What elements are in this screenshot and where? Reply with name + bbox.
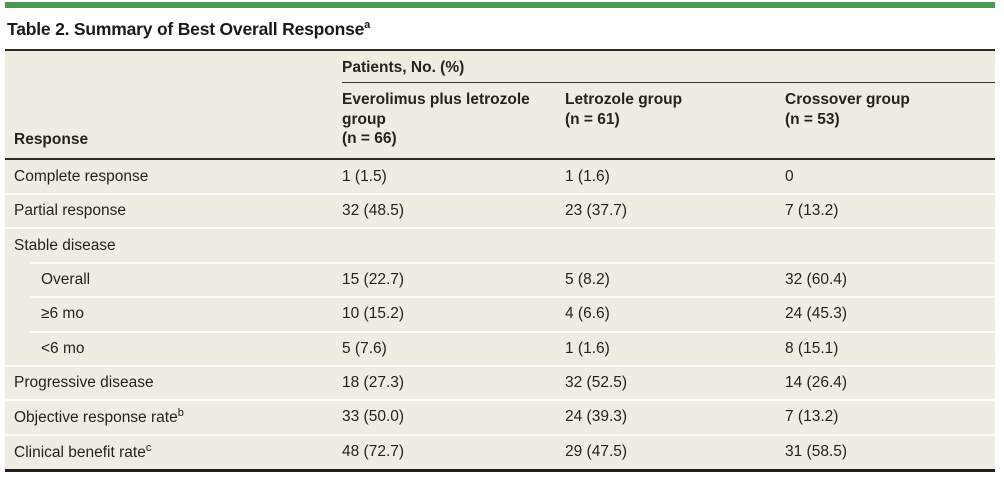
- row-label: Partial response: [5, 202, 342, 220]
- footnote-marker: c: [145, 441, 152, 454]
- row-value: 48 (72.7): [342, 442, 405, 460]
- column-header-label: Letrozole group: [565, 91, 683, 108]
- row-value: 1 (1.6): [565, 339, 610, 357]
- footnote-marker: b: [177, 407, 184, 420]
- spanner-header: Patients, No. (%): [342, 51, 995, 83]
- row-header-response: Response: [14, 130, 89, 148]
- row-value: 7 (13.2): [785, 408, 839, 426]
- column-header-crossover: Crossover group (n = 53): [785, 90, 995, 149]
- table-title: Table 2. Summary of Best Overall Respons…: [7, 19, 995, 40]
- row-label: Clinical benefit ratec: [5, 442, 342, 462]
- row-label-text: Complete response: [14, 167, 149, 185]
- row-label-text: Objective response rate: [14, 409, 178, 427]
- row-value: 32 (52.5): [565, 374, 628, 392]
- row-value: 31 (58.5): [785, 442, 848, 460]
- row-label: ≥6 mo: [5, 305, 342, 323]
- column-header-label: Everolimus plus letrozole group: [342, 91, 530, 128]
- row-value: 18 (27.3): [342, 374, 405, 392]
- column-header-n: (n = 61): [565, 110, 620, 128]
- row-label-text: Stable disease: [14, 236, 116, 254]
- row-value: 4 (6.6): [565, 305, 610, 323]
- column-header-label: Crossover group: [785, 91, 910, 108]
- row-value: 32 (48.5): [342, 202, 405, 220]
- row-label-text: ≥6 mo: [41, 305, 84, 323]
- table-row-objective-response-rate: Objective response rateb 33 (50.0) 24 (3…: [5, 399, 995, 434]
- row-value: 0: [785, 167, 794, 185]
- row-value: 33 (50.0): [342, 408, 405, 426]
- row-value: 23 (37.7): [565, 202, 628, 220]
- row-label: Objective response rateb: [5, 407, 342, 427]
- row-label: Progressive disease: [5, 374, 342, 392]
- table-row-partial-response: Partial response 32 (48.5) 23 (37.7) 7 (…: [5, 192, 995, 228]
- table-row-clinical-benefit-rate: Clinical benefit ratec 48 (72.7) 29 (47.…: [5, 433, 995, 469]
- column-header-n: (n = 66): [342, 130, 397, 148]
- row-value: 5 (7.6): [342, 339, 387, 357]
- table-row-stable-lt6mo: <6 mo 5 (7.6) 1 (1.6) 8 (15.1): [5, 330, 995, 366]
- patients-header-block: Patients, No. (%) Everolimus plus letroz…: [342, 51, 995, 158]
- table-title-footnote-marker: a: [364, 19, 371, 32]
- row-value: 29 (47.5): [565, 442, 628, 460]
- row-label-text: Progressive disease: [14, 374, 154, 392]
- column-header-letrozole: Letrozole group (n = 61): [565, 90, 785, 149]
- row-value: 15 (22.7): [342, 270, 405, 288]
- row-label-text: Overall: [41, 270, 91, 288]
- table-row-stable-ge6mo: ≥6 mo 10 (15.2) 4 (6.6) 24 (45.3): [5, 296, 995, 331]
- table-row-stable-disease: Stable disease: [5, 227, 995, 262]
- row-label-text: Partial response: [14, 202, 127, 220]
- row-value: 5 (8.2): [565, 270, 610, 288]
- summary-table: Response Patients, No. (%) Everolimus pl…: [5, 49, 995, 473]
- group-headers: Everolimus plus letrozole group (n = 66) …: [342, 83, 995, 158]
- row-label: Complete response: [5, 168, 342, 186]
- row-value: 32 (60.4): [785, 270, 848, 288]
- row-value: 1 (1.6): [565, 167, 610, 185]
- accent-top-bar: [5, 2, 995, 8]
- row-value: 10 (15.2): [342, 305, 405, 323]
- table-header: Response Patients, No. (%) Everolimus pl…: [5, 51, 995, 160]
- row-label-text: Clinical benefit rate: [14, 443, 146, 461]
- table-row-progressive-disease: Progressive disease 18 (27.3) 32 (52.5) …: [5, 364, 995, 400]
- row-label: Stable disease: [5, 237, 342, 255]
- row-value: 14 (26.4): [785, 374, 848, 392]
- row-value: 8 (15.1): [785, 339, 839, 357]
- row-value: 7 (13.2): [785, 202, 839, 220]
- column-header-everolimus: Everolimus plus letrozole group (n = 66): [342, 90, 565, 149]
- table-title-text: Table 2. Summary of Best Overall Respons…: [7, 19, 365, 39]
- row-value: 24 (39.3): [565, 408, 628, 426]
- row-label-text: <6 mo: [41, 339, 85, 357]
- column-header-n: (n = 53): [785, 110, 840, 128]
- row-label: Overall: [5, 271, 342, 289]
- table-row-stable-overall: Overall 15 (22.7) 5 (8.2) 32 (60.4): [5, 261, 995, 297]
- table-row-complete-response: Complete response 1 (1.5) 1 (1.6) 0: [5, 160, 995, 194]
- row-value: 24 (45.3): [785, 305, 848, 323]
- row-value: 1 (1.5): [342, 167, 387, 185]
- row-label: <6 mo: [5, 340, 342, 358]
